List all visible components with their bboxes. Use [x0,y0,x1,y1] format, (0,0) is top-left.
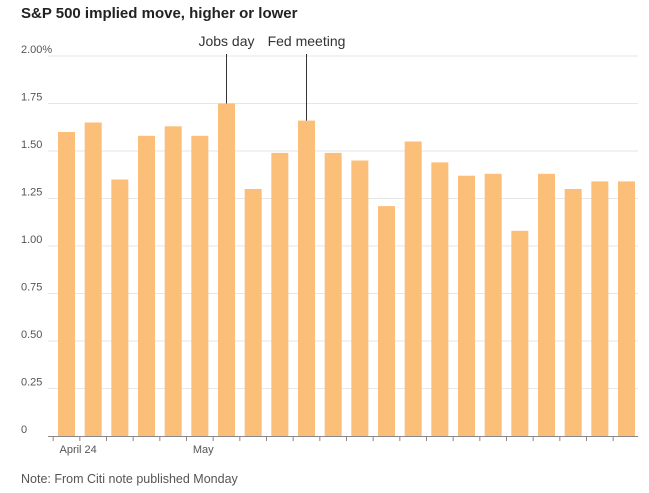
bar [298,120,315,436]
annotation-label: Fed meeting [268,33,346,49]
x-tick-label: April 24 [60,444,97,456]
bar [218,103,235,436]
y-tick-label: 0.25 [21,377,42,389]
y-tick-label: 1.00 [21,234,42,246]
y-tick-label: 0 [21,424,27,436]
y-tick-label: 0.75 [21,282,42,294]
bar [271,152,289,436]
bars [58,103,635,437]
chart-note: Note: From Citi note published Monday [21,472,238,486]
y-tick-label: 2.00% [21,44,52,56]
bar [324,152,342,436]
bar [484,173,502,437]
annotations: Jobs day Fed meeting [198,33,345,121]
bar [591,181,609,436]
bar [511,230,529,436]
bar [84,122,102,436]
y-tick-label: 1.75 [21,92,42,104]
x-tick-label: May [193,444,214,456]
bar [164,126,182,437]
y-tick-label: 1.25 [21,187,42,199]
bar [351,160,369,436]
bar [138,135,155,437]
x-axis: April 24 May [48,436,638,456]
bar [564,189,582,436]
bar [538,173,555,437]
bar [458,175,475,436]
bar [404,141,422,436]
bar [618,181,635,436]
bar [58,132,75,436]
annotation-label: Jobs day [198,33,254,49]
bar [244,189,262,436]
y-tick-label: 0.50 [21,329,42,341]
y-axis-labels: 0 0.25 0.50 0.75 1.00 1.25 1.50 1.75 2.00% [21,44,52,436]
chart-title: S&P 500 implied move, higher or lower [21,5,298,22]
y-tick-label: 1.50 [21,139,42,151]
bar [111,179,129,436]
bar [191,135,209,437]
bar [378,206,395,436]
bar [431,162,449,436]
